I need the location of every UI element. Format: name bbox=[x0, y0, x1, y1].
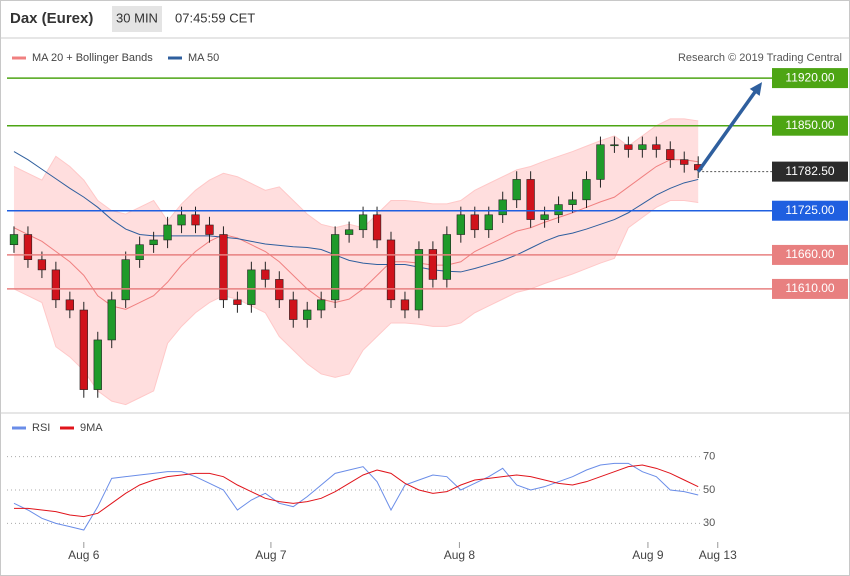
rsi-line bbox=[13, 462, 699, 531]
x-tick-label: Aug 13 bbox=[699, 548, 737, 562]
target-arrow bbox=[696, 87, 759, 173]
candle-body bbox=[428, 249, 438, 280]
x-tick-label: Aug 7 bbox=[255, 548, 287, 562]
candle-body bbox=[303, 309, 312, 320]
interval-box bbox=[112, 6, 162, 32]
credit: Research © 2019 Trading Central bbox=[678, 52, 842, 64]
level-tag bbox=[772, 68, 848, 89]
candle-body bbox=[442, 234, 451, 280]
candle-body bbox=[596, 144, 605, 180]
legend-label: 9MA bbox=[80, 422, 103, 434]
candle-body bbox=[638, 144, 647, 150]
candle-body bbox=[680, 159, 689, 165]
current-price-tag bbox=[772, 161, 848, 182]
candle-body bbox=[540, 214, 549, 220]
candle-body bbox=[261, 269, 270, 280]
candle-body bbox=[177, 214, 186, 226]
candle-body bbox=[512, 179, 521, 201]
arrow-head bbox=[749, 82, 763, 96]
candle-body bbox=[37, 259, 47, 271]
candle-body bbox=[372, 214, 382, 241]
rsi-line bbox=[13, 464, 699, 518]
candle-body bbox=[135, 244, 144, 260]
level-tag bbox=[772, 200, 848, 221]
candle-body bbox=[79, 309, 88, 390]
candle-body bbox=[163, 224, 172, 241]
candle-body bbox=[484, 214, 493, 231]
candle-body bbox=[23, 234, 33, 260]
candle-body bbox=[666, 149, 675, 161]
level-label: 11660.00 bbox=[785, 247, 834, 261]
level-tag bbox=[772, 115, 848, 136]
candle-body bbox=[317, 299, 326, 311]
x-tick-label: Aug 8 bbox=[444, 548, 476, 562]
level-label: 11610.00 bbox=[785, 281, 834, 295]
candle-body bbox=[624, 144, 633, 150]
candle-body bbox=[582, 179, 591, 201]
candle-body bbox=[470, 214, 479, 231]
y-tick-label: 50 bbox=[703, 484, 715, 496]
candle-body bbox=[344, 229, 354, 235]
candle-body bbox=[191, 214, 200, 226]
legend-label: MA 50 bbox=[188, 52, 219, 64]
candle-body bbox=[652, 144, 661, 150]
candle-body bbox=[331, 234, 340, 301]
current-price-label: 11782.50 bbox=[785, 164, 834, 178]
candle-body bbox=[65, 299, 74, 311]
candle-body bbox=[51, 269, 61, 301]
candle-body bbox=[219, 234, 228, 301]
candle-body bbox=[233, 299, 242, 305]
y-tick-label: 70 bbox=[703, 451, 715, 463]
candle-body bbox=[9, 234, 19, 246]
level-label: 11920.00 bbox=[785, 70, 834, 84]
candle-body bbox=[386, 239, 396, 301]
candle-body bbox=[289, 299, 298, 320]
ma-line bbox=[13, 159, 699, 310]
band-lower bbox=[13, 200, 699, 406]
candle-body bbox=[568, 199, 577, 205]
candle-body bbox=[414, 249, 424, 311]
level-tag bbox=[772, 244, 848, 265]
x-tick-label: Aug 9 bbox=[632, 548, 664, 562]
instrument: Dax (Eurex) bbox=[10, 10, 93, 27]
candle-body bbox=[526, 179, 535, 220]
candle-body bbox=[498, 199, 507, 216]
plot bbox=[9, 118, 703, 406]
band-upper bbox=[13, 118, 699, 229]
candle-body bbox=[149, 239, 158, 246]
level-label: 11850.00 bbox=[785, 118, 834, 132]
candle-body bbox=[358, 214, 368, 231]
candle-body bbox=[205, 224, 214, 235]
legend-label: MA 20 + Bollinger Bands bbox=[32, 52, 153, 64]
candle-body bbox=[107, 299, 116, 341]
candle-body bbox=[247, 269, 256, 305]
legend-label: RSI bbox=[32, 422, 50, 434]
candle-body bbox=[400, 299, 410, 311]
ma-line bbox=[13, 151, 699, 273]
time: 07:45:59 CET bbox=[175, 10, 255, 25]
price-panel: 11920.00 11850.00 11725.00 11660.00 11610.00… bbox=[7, 68, 848, 406]
candle-body bbox=[610, 144, 619, 147]
interval: 30 MIN bbox=[116, 10, 158, 25]
x-tick-label: Aug 6 bbox=[68, 548, 100, 562]
y-tick-label: 30 bbox=[703, 517, 715, 529]
level-label: 11725.00 bbox=[785, 203, 834, 217]
level-tag bbox=[772, 278, 848, 299]
candle-body bbox=[93, 339, 102, 390]
candle-body bbox=[456, 214, 465, 235]
candle-body bbox=[554, 204, 563, 216]
candle-body bbox=[121, 259, 130, 301]
